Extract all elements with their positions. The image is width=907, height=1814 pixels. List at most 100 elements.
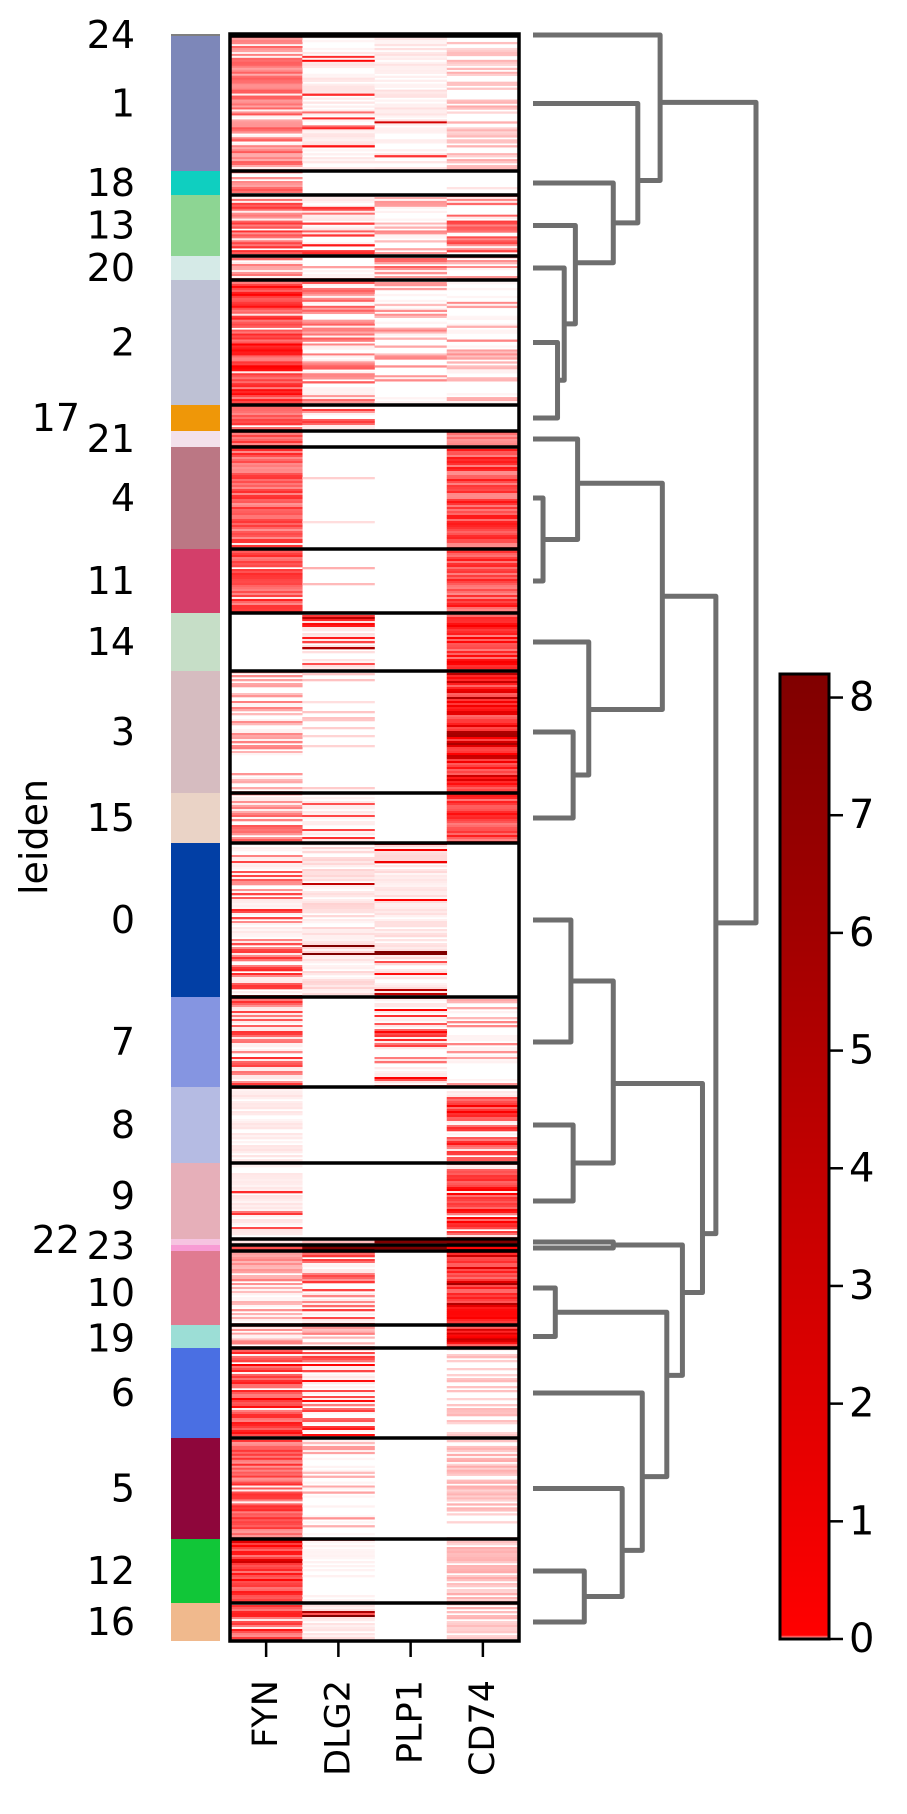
heatmap-cell — [230, 1071, 303, 1074]
heatmap-cell — [230, 1081, 303, 1084]
heatmap-cell — [374, 377, 448, 380]
heatmap-cell — [230, 559, 303, 562]
heatmap-cell — [302, 813, 375, 816]
cluster-color-11 — [171, 549, 220, 613]
heatmap-cell — [446, 226, 520, 229]
heatmap-cell — [446, 1457, 520, 1461]
heatmap-cell — [446, 367, 520, 370]
heatmap-cell — [374, 283, 448, 287]
heatmap-cell — [446, 1579, 520, 1582]
heatmap-cell — [230, 167, 303, 170]
heatmap-cell — [446, 339, 520, 342]
heatmap-cell — [230, 319, 303, 322]
heatmap-cell — [446, 619, 520, 622]
heatmap-cell — [446, 1209, 520, 1212]
heatmap-cell — [302, 111, 375, 114]
heatmap-cell — [302, 347, 375, 350]
gene-axis: FYN DLG2 PLP1 CD74 — [246, 1641, 503, 1776]
heatmap-cell — [230, 575, 303, 578]
heatmap-cell — [446, 603, 520, 606]
heatmap-cell — [302, 679, 375, 682]
heatmap-cell — [446, 455, 520, 458]
heatmap-cell — [446, 1637, 520, 1640]
heatmap-cell — [446, 629, 520, 632]
heatmap-cell — [374, 1005, 448, 1008]
heatmap-cell — [230, 451, 303, 454]
heatmap-cell — [446, 627, 520, 630]
heatmap-cell — [230, 69, 303, 73]
heatmap-cell — [230, 1291, 303, 1294]
heatmap-cell — [374, 847, 448, 850]
heatmap-cell — [446, 513, 520, 516]
heatmap-cell — [374, 899, 448, 902]
heatmap-cell — [302, 323, 375, 326]
heatmap-cell — [230, 347, 303, 350]
heatmap-cell — [374, 879, 448, 882]
heatmap-cell — [374, 1045, 448, 1048]
heatmap-cell — [446, 371, 520, 374]
heatmap-cell — [230, 311, 303, 315]
heatmap-cell — [446, 1195, 520, 1198]
heatmap-cell — [302, 583, 375, 586]
heatmap-cell — [230, 1338, 303, 1341]
heatmap-cell — [446, 303, 520, 307]
heatmap-cell — [230, 287, 303, 291]
heatmap-cell — [446, 531, 520, 534]
heatmap-cell — [446, 635, 520, 638]
heatmap-cell — [302, 979, 375, 982]
heatmap-cell — [302, 837, 375, 840]
heatmap-cell — [302, 1545, 375, 1548]
heatmap-cell — [446, 325, 520, 328]
heatmap-cell — [230, 1093, 303, 1096]
heatmap-cell — [446, 1317, 520, 1320]
heatmap-cell — [302, 391, 375, 394]
heatmap-cell — [374, 99, 448, 102]
heatmap-cell — [230, 897, 303, 900]
heatmap-cell — [230, 1473, 303, 1476]
heatmap-cell — [230, 499, 303, 502]
dendrogram-link — [662, 593, 719, 1237]
heatmap-cell — [302, 1261, 375, 1264]
heatmap-cell — [230, 291, 303, 295]
heatmap-cell — [230, 301, 303, 305]
heatmap-cell — [446, 377, 520, 380]
heatmap-cell — [446, 1561, 520, 1564]
heatmap-cell — [302, 1376, 375, 1379]
heatmap-cell — [230, 1289, 303, 1292]
heatmap-cell — [230, 1597, 303, 1600]
heatmap-cell — [230, 345, 303, 348]
heatmap-cell — [230, 274, 303, 277]
heatmap-cell — [302, 633, 375, 636]
heatmap-cell — [302, 365, 375, 368]
heatmap-cell — [230, 1350, 303, 1353]
heatmap-cell — [302, 230, 375, 233]
heatmap-cell — [230, 1083, 303, 1086]
heatmap-cell — [446, 649, 520, 652]
heatmap-cell — [446, 1330, 520, 1333]
heatmap-cell — [446, 1203, 520, 1206]
heatmap-cell — [446, 1340, 520, 1343]
heatmap-cell — [302, 1457, 375, 1461]
heatmap-cell — [446, 477, 520, 480]
heatmap-cell — [230, 587, 303, 590]
heatmap-cell — [446, 1213, 520, 1216]
heatmap-cell — [446, 349, 520, 352]
heatmap-cell — [230, 1051, 303, 1054]
heatmap-cell — [374, 865, 448, 868]
heatmap-cell — [230, 487, 303, 490]
colorbar-tick-label: 4 — [849, 1145, 874, 1191]
heatmap-cell — [230, 1607, 303, 1610]
heatmap-cell — [302, 1465, 375, 1469]
heatmap-cell — [230, 973, 303, 976]
heatmap-cell — [230, 236, 303, 239]
heatmap-cell — [446, 491, 520, 494]
heatmap-cell — [302, 1374, 375, 1377]
heatmap-cell — [374, 57, 448, 61]
heatmap-cell — [446, 733, 520, 736]
heatmap-cell — [230, 751, 303, 754]
heatmap-cell — [446, 569, 520, 572]
heatmap-cell — [302, 297, 375, 301]
heatmap-cell — [302, 1565, 375, 1568]
heatmap-cell — [446, 1099, 520, 1102]
heatmap-cell — [446, 607, 520, 610]
